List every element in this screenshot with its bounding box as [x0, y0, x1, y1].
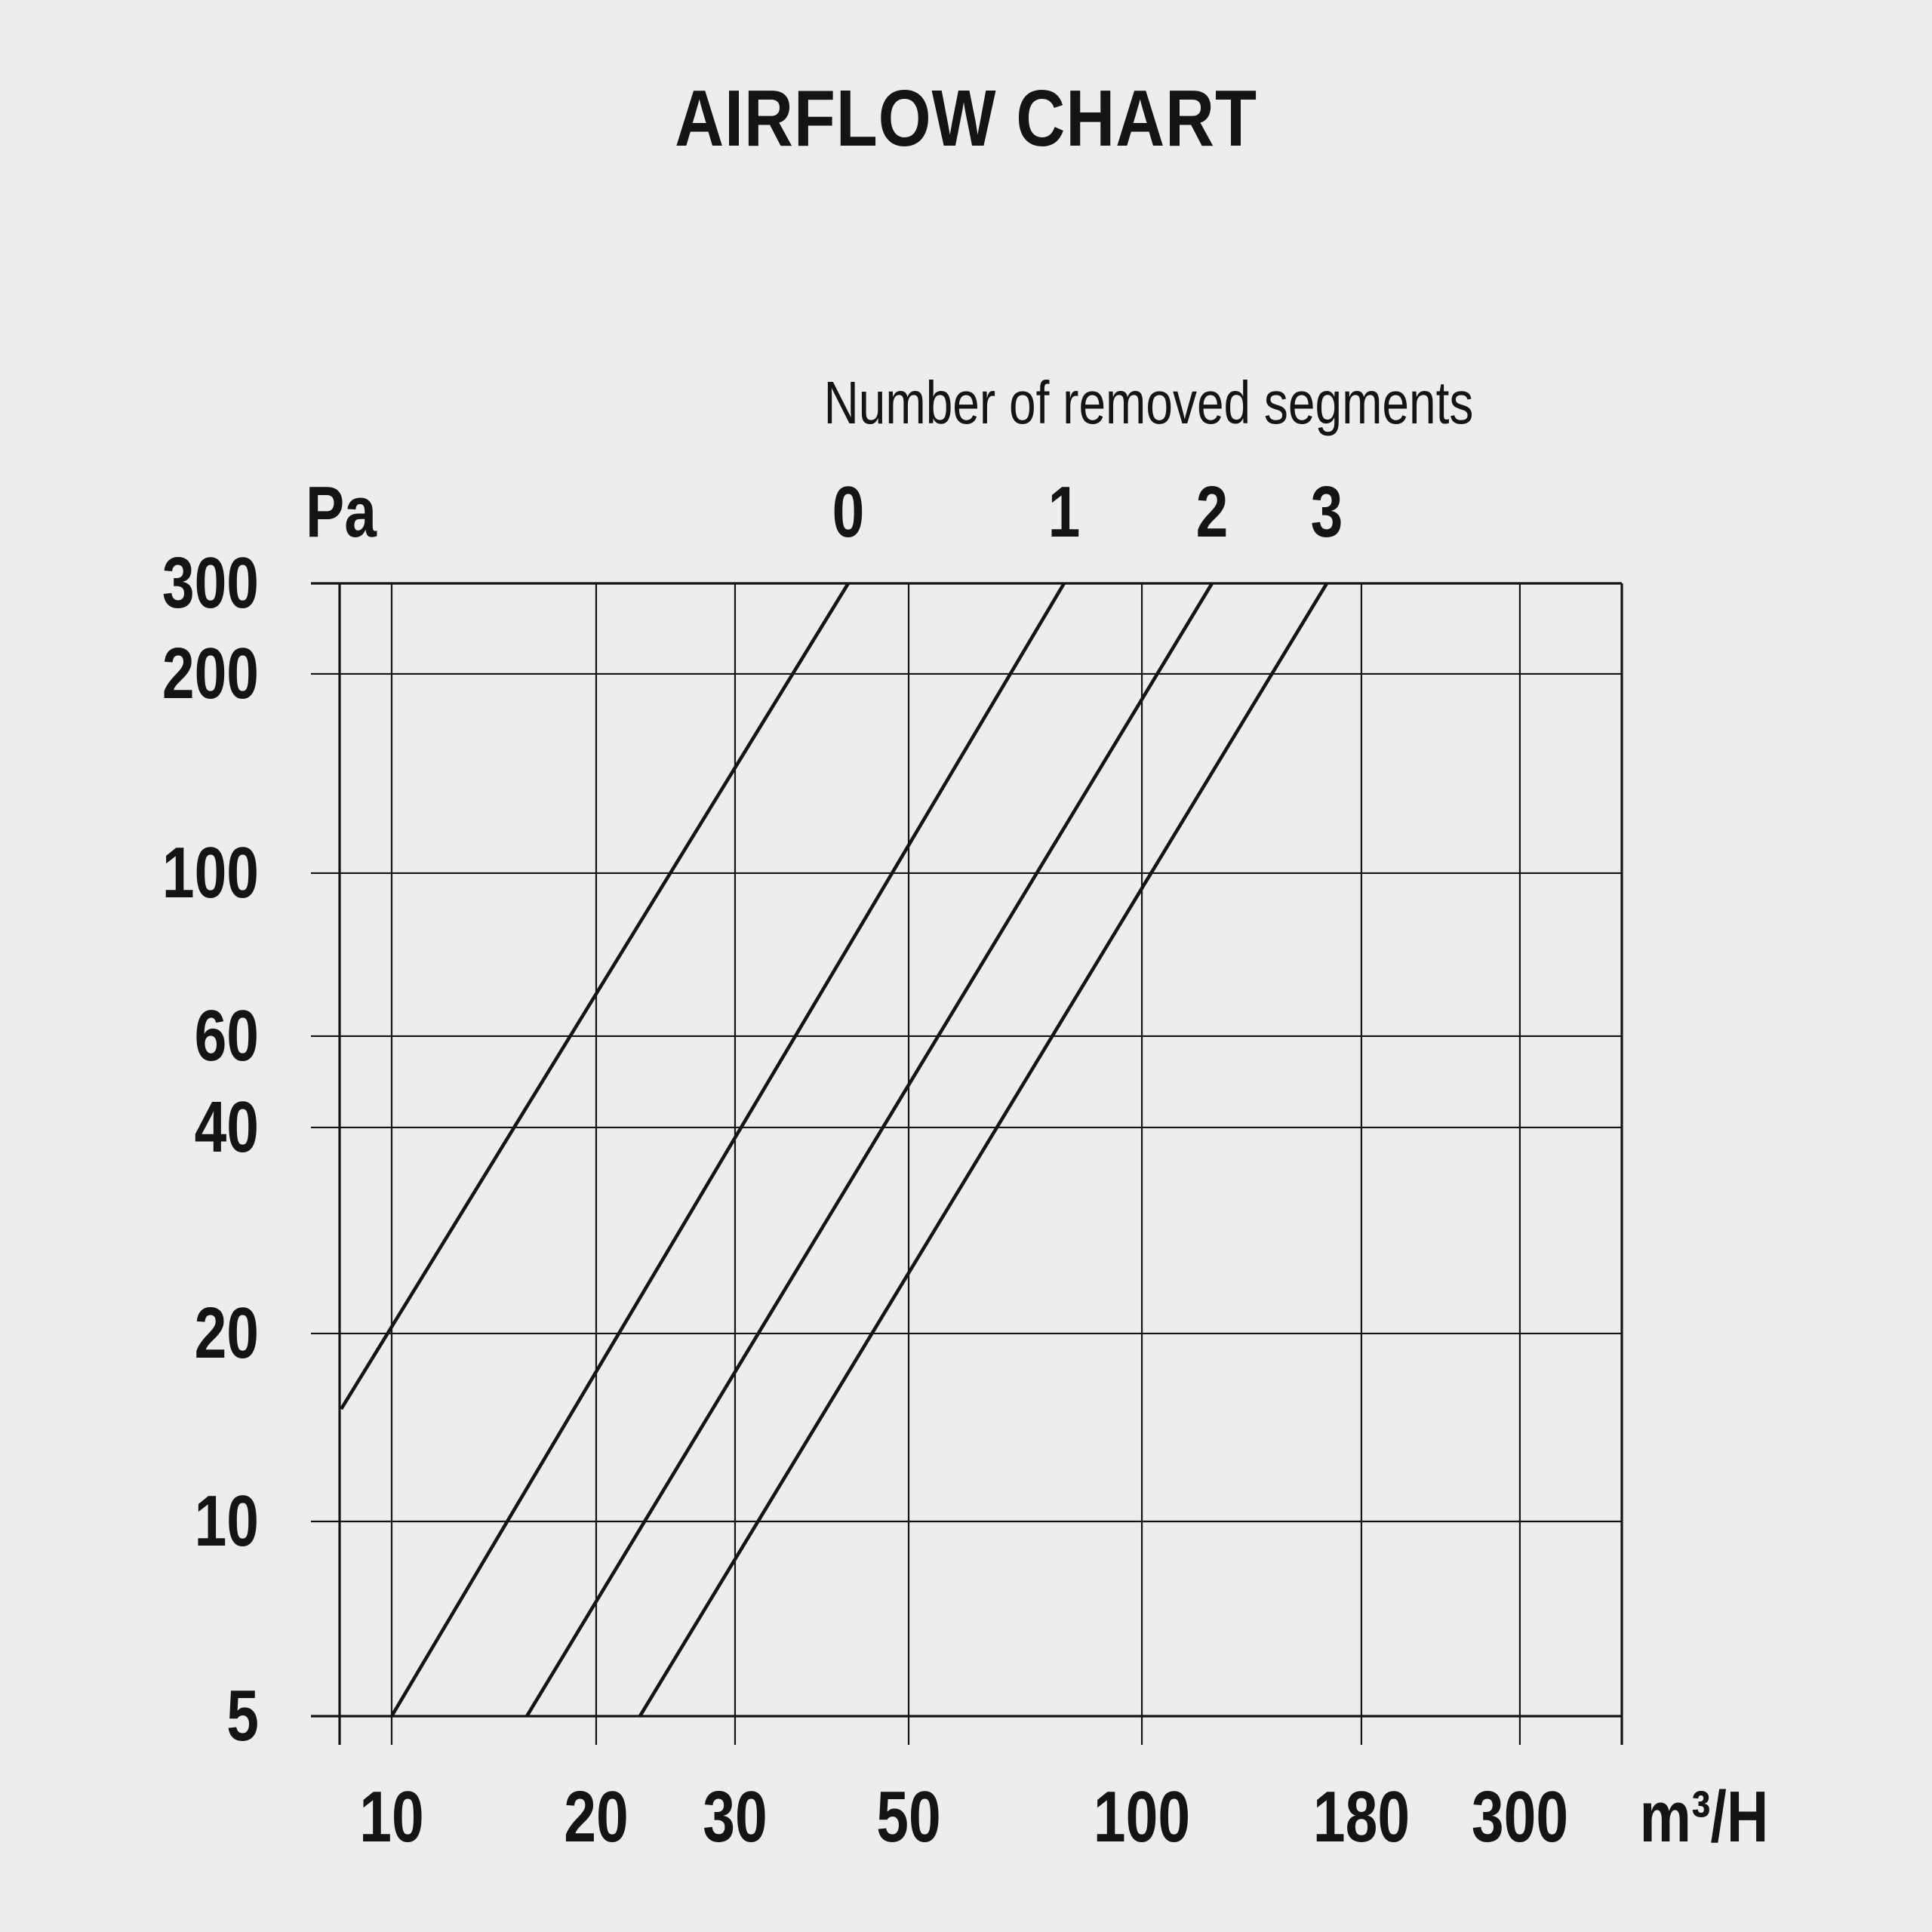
grid-vertical-lines	[338, 583, 1623, 1745]
x-axis-unit-label: m³/H	[1639, 1777, 1769, 1857]
curve-label-0: 0	[832, 472, 865, 552]
curve-label-3: 3	[1310, 472, 1343, 552]
x-tick-label-100: 100	[1093, 1777, 1191, 1857]
curve-line-3	[638, 582, 1329, 1718]
curve-line-0	[340, 582, 850, 1411]
curve-label-2: 2	[1195, 472, 1229, 552]
curve-line-2	[525, 582, 1214, 1718]
x-tick-label-300: 300	[1471, 1777, 1568, 1857]
y-tick-label-40: 40	[194, 1086, 259, 1168]
curve-label-1: 1	[1048, 472, 1081, 552]
y-tick-label-60: 60	[194, 995, 259, 1076]
curve-line-1	[390, 582, 1066, 1718]
fan-curves	[340, 582, 1329, 1718]
x-tick-label-50: 50	[876, 1777, 941, 1857]
top-axis-caption: Number of removed segments	[823, 369, 1474, 436]
chart-title: AIRFLOW CHART	[675, 74, 1257, 163]
y-tick-label-10: 10	[194, 1480, 259, 1561]
y-tick-label-5: 5	[226, 1675, 259, 1756]
x-tick-label-30: 30	[703, 1777, 768, 1857]
y-tick-label-100: 100	[162, 832, 259, 913]
x-tick-label-10: 10	[359, 1777, 424, 1857]
y-tick-label-300: 300	[162, 543, 259, 623]
y-axis-unit-label: Pa	[306, 472, 377, 552]
y-tick-label-200: 200	[162, 632, 259, 714]
x-tick-label-20: 20	[564, 1777, 629, 1857]
x-tick-label-180: 180	[1312, 1777, 1410, 1857]
grid-horizontal-lines	[311, 582, 1622, 1718]
y-tick-label-20: 20	[194, 1292, 259, 1374]
